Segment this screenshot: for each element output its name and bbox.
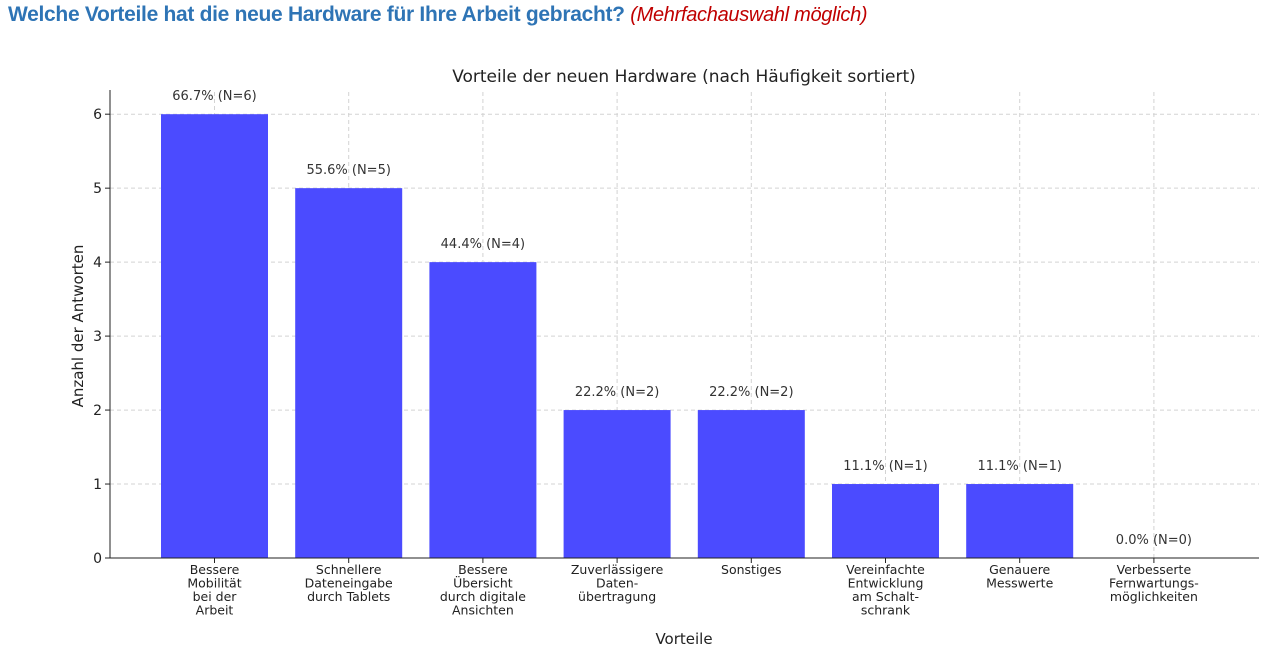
x-tick-label: Verbesserte Fernwartungs-möglichkeiten	[1109, 562, 1199, 604]
y-tick-label: 6	[93, 107, 102, 123]
x-tick-label-line: bei der	[193, 589, 238, 604]
y-tick-label: 1	[93, 477, 102, 493]
x-tick-label: Genauere Messwerte	[986, 562, 1053, 591]
y-tick-label: 2	[93, 403, 102, 419]
axes	[109, 90, 1259, 559]
data-label: 22.2% (N=2)	[709, 385, 793, 400]
question-text: Welche Vorteile hat die neue Hardware fü…	[8, 3, 625, 26]
x-tick-label-line: Daten-	[596, 576, 638, 591]
x-tick-label-line: schrank	[861, 603, 911, 618]
x-tick-label-line: übertragung	[578, 589, 656, 604]
data-label: 66.7% (N=6)	[172, 89, 256, 104]
data-label: 44.4% (N=4)	[441, 237, 525, 252]
x-tick-label-line: Vereinfachte	[846, 562, 925, 577]
question-note: (Mehrfachauswahl möglich)	[630, 4, 868, 26]
x-tick-label-line: Mobilität	[187, 576, 241, 591]
bar	[295, 188, 403, 558]
x-tick-label-line: Dateneingabe	[305, 576, 393, 591]
x-tick-label-line: durch Tablets	[307, 589, 390, 604]
bar	[161, 114, 268, 558]
x-tick-label-line: Übersicht	[453, 575, 513, 591]
bars	[161, 114, 1074, 558]
x-tick-label-line: durch digitale	[440, 589, 526, 604]
x-tick-label: Bessere Mobilität bei der Arbeit	[187, 562, 241, 618]
data-label: 55.6% (N=5)	[306, 163, 390, 178]
x-tick-label-line: Bessere	[458, 562, 508, 577]
y-tick-label: 4	[93, 255, 102, 271]
data-label: 22.2% (N=2)	[575, 385, 659, 400]
x-tick-label: Sonstiges	[721, 562, 782, 577]
y-tick-label: 3	[93, 329, 102, 345]
x-tick-label-line: Sonstiges	[721, 562, 782, 577]
x-tick-label-line: Ansichten	[452, 603, 514, 618]
question-heading: Welche Vorteile hat die neue Hardware fü…	[8, 3, 868, 27]
x-tick-label-line: Arbeit	[196, 603, 234, 618]
x-tick-label-line: Messwerte	[986, 576, 1053, 591]
x-tick-label-line: am Schalt-	[852, 589, 919, 604]
chart-title: Vorteile der neuen Hardware (nach Häufig…	[452, 67, 916, 87]
y-tick-label: 5	[93, 181, 102, 197]
bar	[697, 410, 805, 558]
x-tick-label-line: Bessere	[190, 562, 240, 577]
x-tick-label: Bessere Übersicht durch digitale Ansichten	[440, 562, 526, 618]
x-tick-label-line: Schnellere	[316, 562, 382, 577]
x-tick-label-line: Genauere	[989, 562, 1050, 577]
y-ticks: 0 1 2 3 4 5 6	[93, 107, 110, 567]
x-tick-label-line: Entwicklung	[848, 576, 924, 591]
x-tick-label: Zuverlässigere Daten-übertragung	[571, 562, 664, 604]
x-tick-label-line: Verbesserte	[1117, 562, 1192, 577]
x-axis-label: Vorteile	[655, 630, 712, 648]
grid	[110, 92, 1259, 558]
bar	[832, 484, 939, 558]
x-tick-label: Vereinfachte Entwicklung am Schalt-schrank	[846, 562, 925, 618]
data-label: 11.1% (N=1)	[977, 459, 1061, 474]
y-axis-label: Anzahl der Antworten	[69, 245, 87, 408]
bar	[429, 262, 537, 558]
x-tick-label-line: Zuverlässigere	[571, 562, 664, 577]
data-label: 0.0% (N=0)	[1116, 533, 1192, 548]
x-tick-label: Schnellere Dateneingabe durch Tablets	[305, 562, 393, 604]
data-label: 11.1% (N=1)	[843, 459, 927, 474]
bar	[563, 410, 671, 558]
data-labels: 66.7% (N=6) 55.6% (N=5) 44.4% (N=4) 22.2% (…	[172, 89, 1192, 548]
bar	[966, 484, 1074, 558]
x-tick-label-line: Fernwartungs-	[1109, 576, 1199, 591]
y-tick-label: 0	[93, 551, 102, 567]
x-tick-label-line: möglichkeiten	[1110, 589, 1198, 604]
